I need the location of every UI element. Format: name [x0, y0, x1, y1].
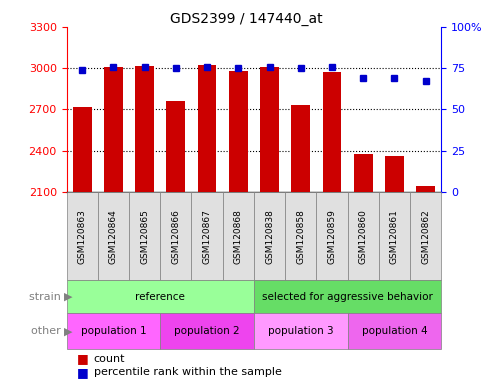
Text: GSM120863: GSM120863	[78, 209, 87, 263]
Text: ▶: ▶	[64, 326, 72, 336]
Bar	[354, 154, 373, 192]
Text: population 4: population 4	[361, 326, 427, 336]
Bar	[198, 65, 216, 192]
Text: GSM120838: GSM120838	[265, 209, 274, 263]
Text: ▶: ▶	[64, 291, 72, 302]
Text: GSM120858: GSM120858	[296, 209, 305, 263]
Bar	[104, 68, 123, 192]
Bar	[385, 156, 404, 192]
Bar	[416, 186, 435, 192]
Text: percentile rank within the sample: percentile rank within the sample	[94, 367, 282, 377]
Text: GDS2399 / 147440_at: GDS2399 / 147440_at	[170, 12, 323, 25]
Text: GSM120868: GSM120868	[234, 209, 243, 263]
Bar	[167, 101, 185, 192]
Bar	[291, 105, 310, 192]
Text: GSM120860: GSM120860	[359, 209, 368, 263]
Text: population 1: population 1	[80, 326, 146, 336]
Text: GSM120866: GSM120866	[172, 209, 180, 263]
Text: strain: strain	[29, 291, 64, 302]
Text: ■: ■	[76, 366, 88, 379]
Bar	[73, 108, 92, 192]
Text: count: count	[94, 354, 125, 364]
Text: ■: ■	[76, 353, 88, 366]
Text: GSM120862: GSM120862	[421, 209, 430, 263]
Text: GSM120864: GSM120864	[109, 209, 118, 263]
Bar	[135, 66, 154, 192]
Text: population 3: population 3	[268, 326, 334, 336]
Bar	[260, 67, 279, 192]
Text: reference: reference	[135, 291, 185, 302]
Bar	[229, 71, 247, 192]
Text: GSM120861: GSM120861	[390, 209, 399, 263]
Text: other: other	[31, 326, 64, 336]
Text: population 2: population 2	[174, 326, 240, 336]
Text: selected for aggressive behavior: selected for aggressive behavior	[262, 291, 433, 302]
Text: GSM120865: GSM120865	[140, 209, 149, 263]
Text: GSM120859: GSM120859	[327, 209, 336, 263]
Bar	[322, 71, 341, 192]
Text: GSM120867: GSM120867	[203, 209, 211, 263]
